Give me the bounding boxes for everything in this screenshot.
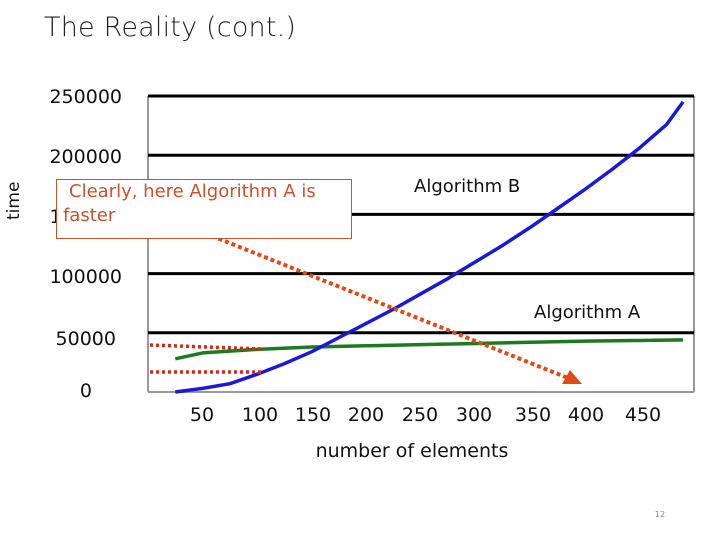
x-tick-label: 400	[567, 404, 605, 426]
page-number: 12	[654, 510, 666, 519]
callout-line-2: faster	[63, 205, 116, 226]
series-line-algorithm-b	[175, 100, 685, 394]
x-tick-label: 150	[294, 404, 332, 426]
y-tick-label: 50000	[55, 328, 116, 350]
slide-title: The Reality (cont.)	[44, 12, 297, 43]
y-tick-label: 0	[79, 380, 92, 402]
x-axis-label: number of elements	[315, 440, 509, 462]
series-line-algorithm-a	[174, 338, 684, 361]
y-tick-label: 100000	[49, 266, 122, 288]
dotted-bracket-line	[149, 343, 263, 351]
y-axis-label: time	[4, 181, 24, 220]
x-tick-label: 100	[241, 404, 279, 426]
x-tick-label: 350	[514, 404, 552, 426]
x-tick-label: 200	[347, 404, 385, 426]
series-label-algorithm-a: Algorithm A	[534, 302, 641, 323]
series-label-algorithm-b: Algorithm B	[414, 176, 521, 197]
y-tick-label: 250000	[49, 86, 122, 108]
x-tick-label: 300	[455, 404, 493, 426]
callout-line-1: Clearly, here Algorithm A is	[69, 181, 316, 202]
annotation-callout: Clearly, here Algorithm A is faster	[56, 179, 352, 239]
x-tick-label: 250	[401, 404, 439, 426]
annotation-arrowhead	[562, 370, 582, 384]
y-tick-label: 200000	[49, 146, 122, 168]
annotation-arrow	[211, 234, 569, 380]
x-tick-label: 50	[189, 404, 215, 426]
x-tick-label: 450	[624, 404, 662, 426]
